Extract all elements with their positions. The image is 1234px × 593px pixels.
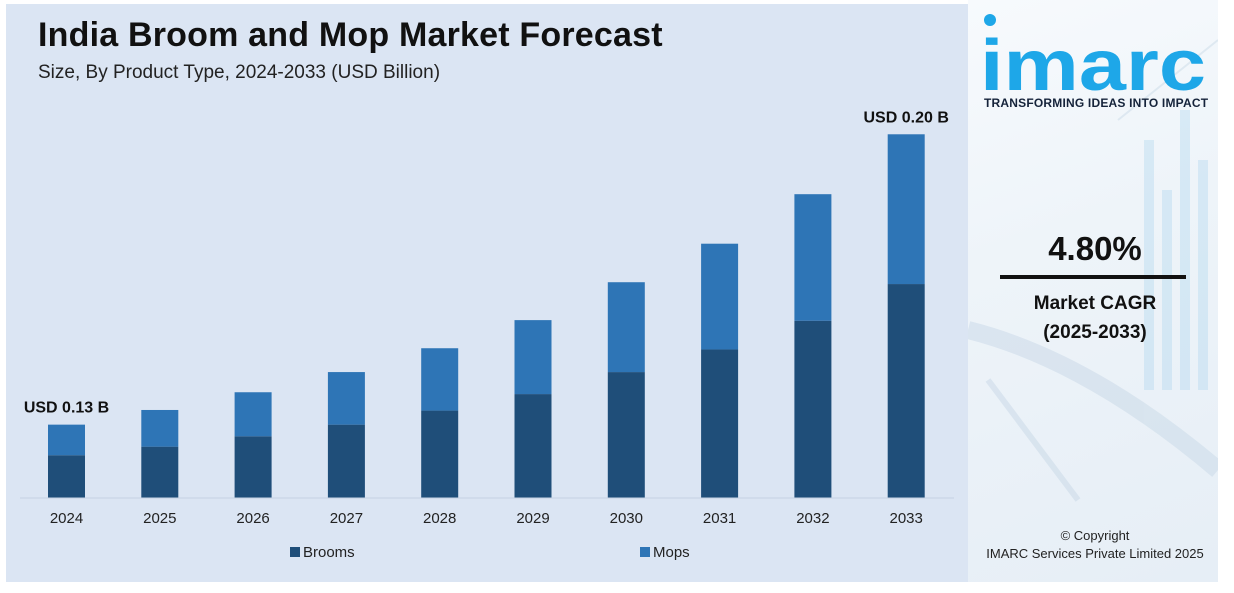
- legend-swatch-brooms: [290, 547, 300, 557]
- bar-brooms-2032: [794, 320, 832, 498]
- chart-subtitle: Size, By Product Type, 2024-2033 (USD Bi…: [38, 62, 441, 83]
- imarc-logo: imarc: [980, 14, 1206, 96]
- x-tick-2032: 2032: [796, 510, 829, 527]
- logo-wordmark: imarc: [980, 26, 1206, 96]
- bar-mops-2027: [327, 372, 365, 425]
- x-tick-2025: 2025: [143, 510, 176, 527]
- x-tick-2033: 2033: [890, 510, 923, 527]
- bar-mops-2028: [421, 348, 459, 411]
- bar-brooms-2025: [141, 446, 179, 498]
- decorative-background: [968, 39, 1218, 502]
- bar-brooms-2033: [887, 284, 925, 498]
- value-label-2024: USD 0.13 B: [24, 400, 109, 417]
- bar-brooms-2027: [327, 424, 365, 498]
- cagr-label: Market CAGR: [1033, 293, 1157, 314]
- cagr-value: 4.80%: [1048, 230, 1142, 267]
- bar-brooms-2024: [48, 455, 85, 498]
- bar-mops-2029: [514, 320, 552, 395]
- sidebar-panel: imarc TRANSFORMING IDEAS INTO IMPACT 4.8…: [968, 0, 1218, 582]
- cagr-period: (2025-2033): [1043, 322, 1147, 343]
- legend-swatch-mops: [640, 547, 650, 557]
- legend: Brooms Mops: [6, 544, 968, 566]
- cagr-divider: [1000, 275, 1186, 279]
- bar-brooms-2029: [514, 394, 552, 498]
- legend-item-mops: Mops: [640, 544, 690, 561]
- bar-brooms-2026: [234, 436, 272, 498]
- bar-mops-2025: [141, 409, 179, 447]
- x-tick-2030: 2030: [610, 510, 643, 527]
- bar-brooms-2030: [607, 372, 645, 498]
- value-label-2033: USD 0.20 B: [864, 109, 949, 126]
- x-tick-2024: 2024: [50, 510, 83, 527]
- bar-chart: 2024 2025 2026 2027 2028 2029 2030 2031 2032 2033…: [20, 109, 954, 527]
- bar-mops-2026: [234, 392, 272, 437]
- legend-label-brooms: Brooms: [303, 544, 355, 561]
- x-tick-2028: 2028: [423, 510, 456, 527]
- x-tick-2031: 2031: [703, 510, 736, 527]
- chart-title: India Broom and Mop Market Forecast: [38, 16, 663, 54]
- bar-mops-2031: [701, 243, 739, 350]
- legend-item-brooms: Brooms: [290, 544, 355, 561]
- chart-panel: India Broom and Mop Market Forecast Size…: [6, 4, 968, 582]
- bar-brooms-2028: [421, 410, 459, 498]
- copyright-text: © Copyright: [1060, 528, 1130, 543]
- bar-mops-2032: [794, 194, 832, 321]
- bar-brooms-2031: [701, 349, 739, 498]
- bar-mops-2033: [887, 134, 925, 285]
- x-tick-2029: 2029: [516, 510, 549, 527]
- x-tick-2026: 2026: [236, 510, 269, 527]
- bar-mops-2024: [48, 424, 85, 456]
- company-name: IMARC Services Private Limited 2025: [986, 546, 1204, 561]
- logo-tagline: TRANSFORMING IDEAS INTO IMPACT: [984, 96, 1209, 110]
- x-tick-2027: 2027: [330, 510, 363, 527]
- bar-mops-2030: [607, 282, 645, 373]
- legend-label-mops: Mops: [653, 544, 690, 561]
